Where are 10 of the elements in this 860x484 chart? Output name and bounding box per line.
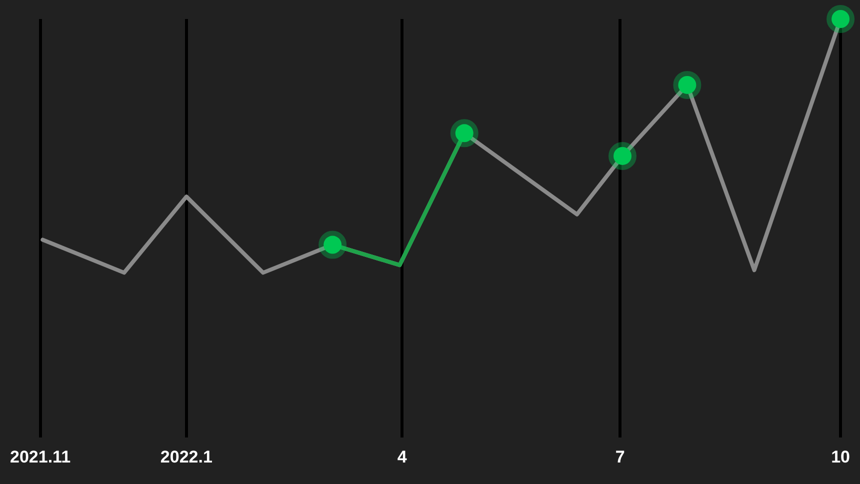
point (826, 5, 855, 33)
point (608, 142, 637, 170)
x-tick-label: 7 (615, 447, 625, 466)
x-tick-label: 2021.11 (10, 447, 71, 466)
x-tick-label: 4 (397, 447, 408, 466)
point (673, 70, 702, 99)
point (318, 230, 347, 259)
point (450, 119, 478, 148)
x-tick-label: 2022.1 (160, 447, 212, 466)
x-tick-label: 10 (831, 447, 850, 466)
